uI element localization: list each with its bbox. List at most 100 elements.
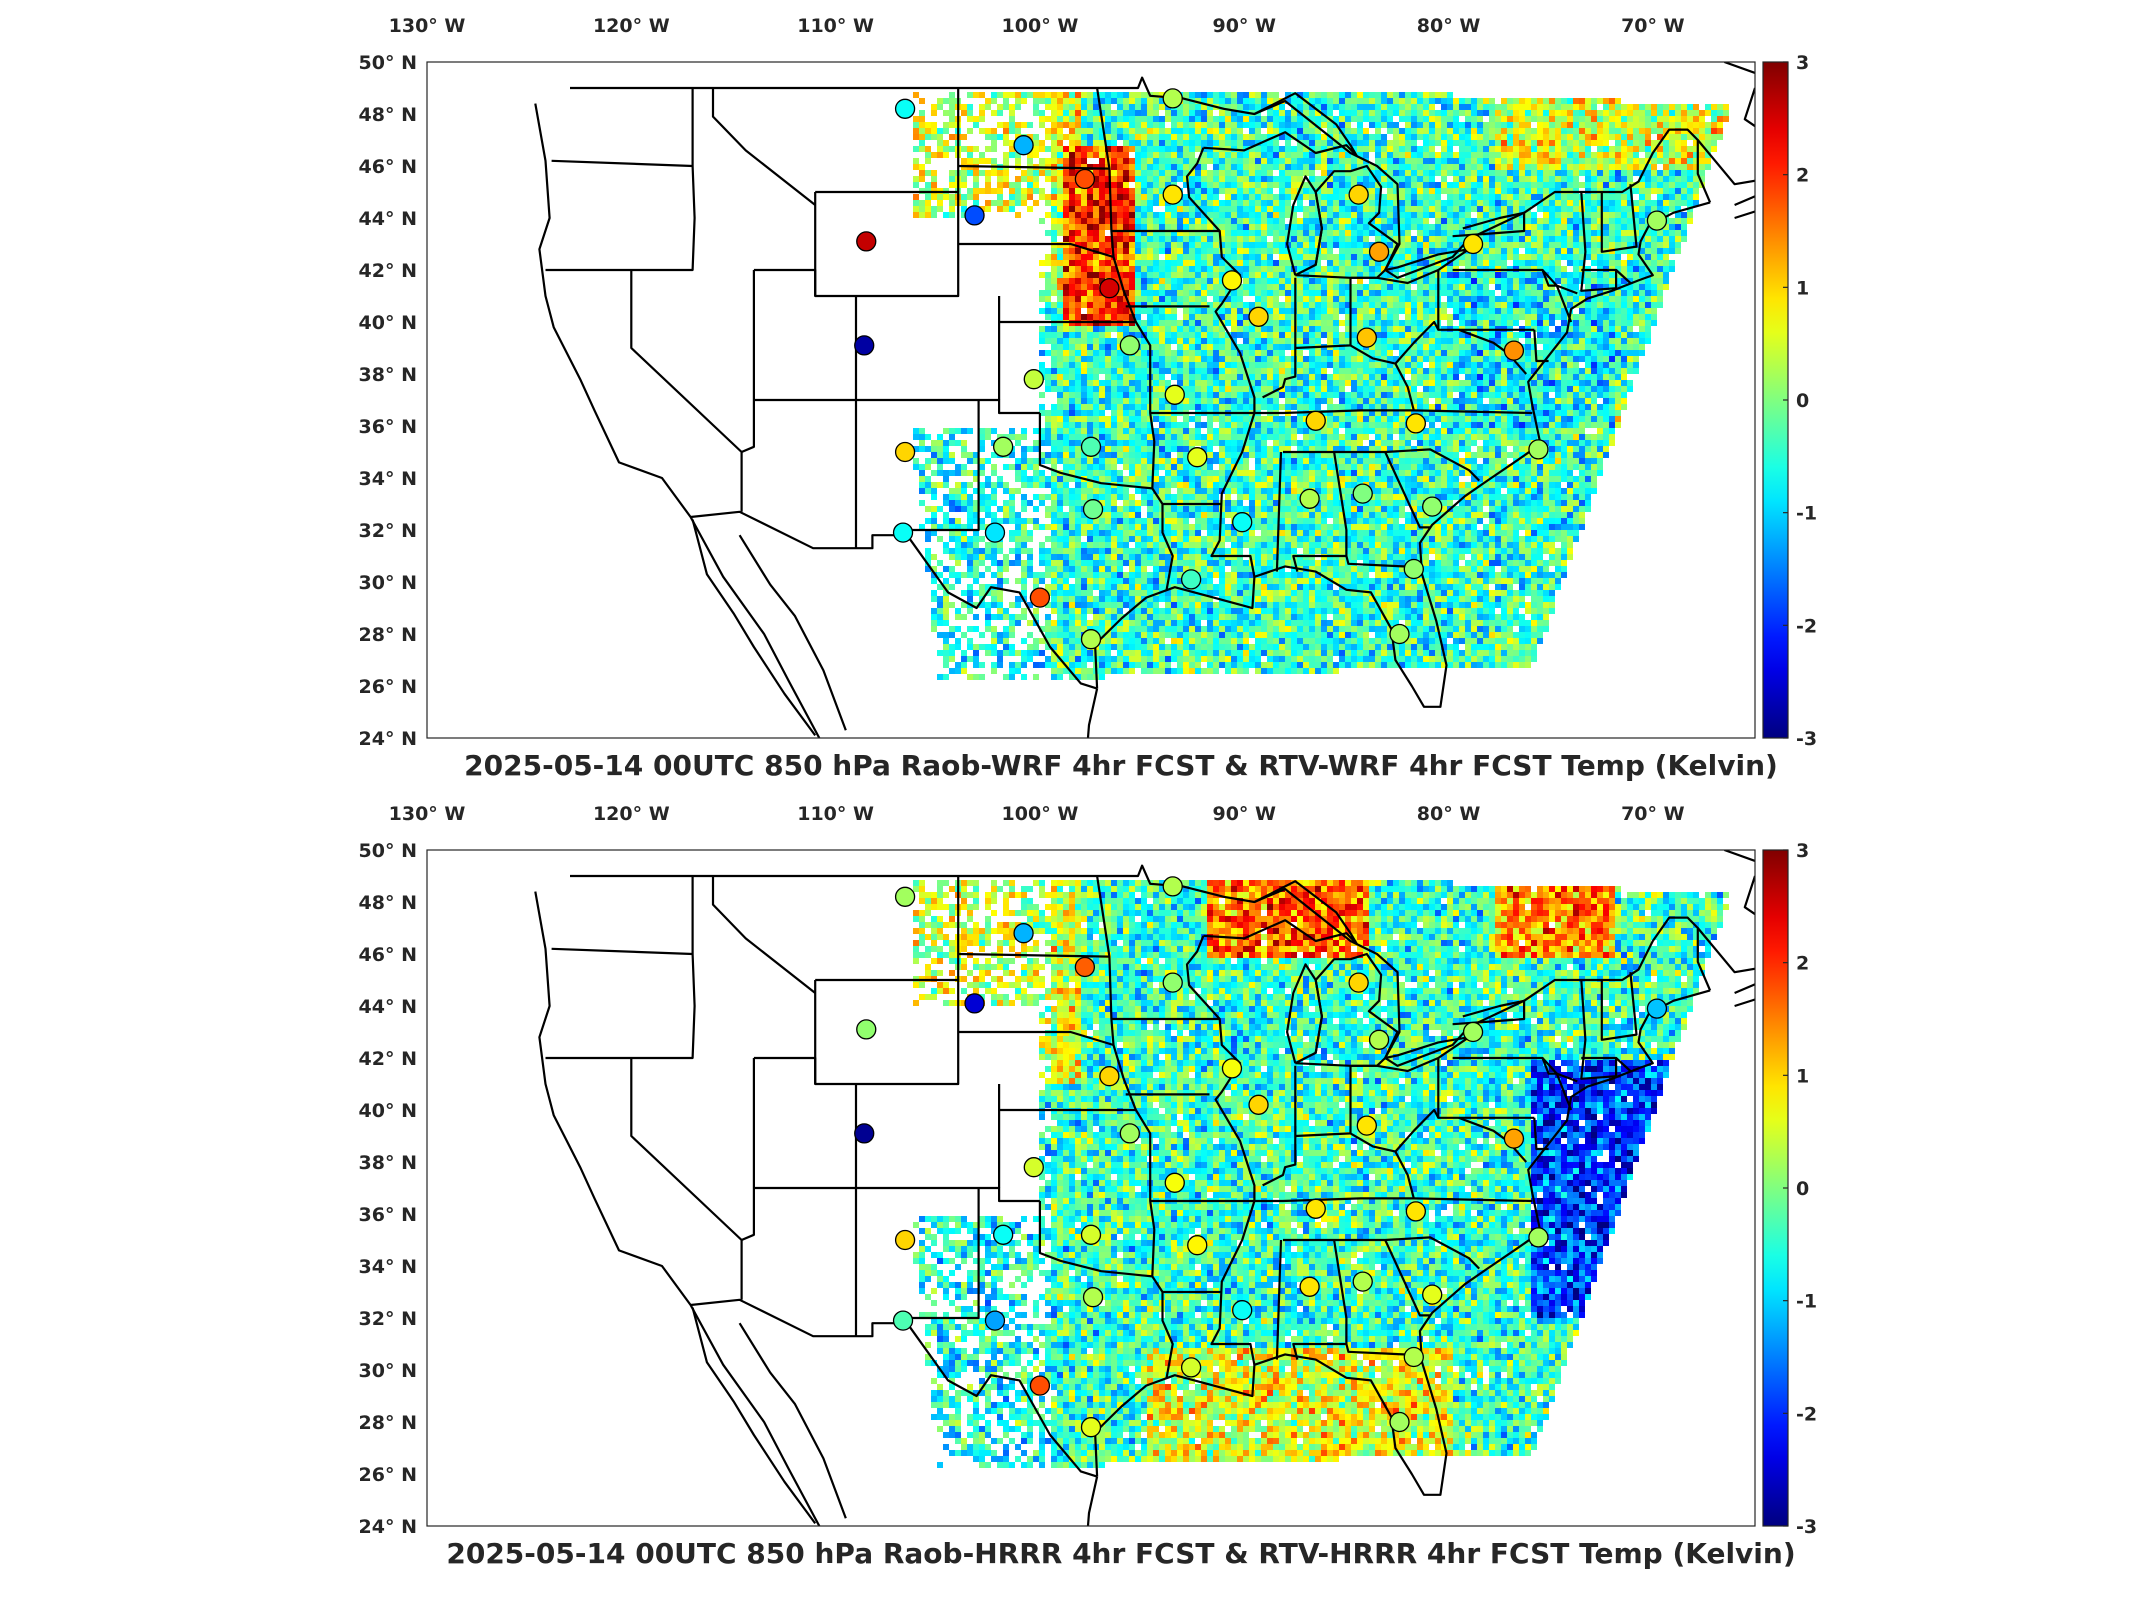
- field-cell: [1273, 236, 1279, 242]
- field-cell: [1135, 326, 1141, 332]
- field-cell: [1165, 272, 1171, 278]
- field-cell: [1111, 110, 1117, 116]
- field-cell: [1165, 368, 1171, 374]
- field-cell: [1087, 356, 1093, 362]
- field-cell: [1027, 554, 1033, 560]
- field-cell: [1009, 512, 1015, 518]
- field-cell: [1045, 374, 1051, 380]
- field-cell: [1171, 272, 1177, 278]
- field-cell: [1129, 416, 1135, 422]
- field-cell: [955, 518, 961, 524]
- field-cell: [1099, 644, 1105, 650]
- field-cell: [1117, 248, 1123, 254]
- field-cell: [1231, 482, 1237, 488]
- field-cell: [1291, 242, 1297, 248]
- field-cell: [1105, 482, 1111, 488]
- field-cell: [1123, 176, 1129, 182]
- field-cell: [1069, 290, 1075, 296]
- field-cell: [1159, 668, 1165, 674]
- field-cell: [949, 488, 955, 494]
- field-cell: [1123, 500, 1129, 506]
- field-cell: [1117, 326, 1123, 332]
- field-cell: [1057, 368, 1063, 374]
- field-cell: [1303, 170, 1309, 176]
- field-cell: [1135, 662, 1141, 668]
- field-cell: [1069, 500, 1075, 506]
- field-cell: [1111, 350, 1117, 356]
- field-cell: [1279, 200, 1285, 206]
- field-cell: [955, 428, 961, 434]
- field-cell: [1069, 362, 1075, 368]
- field-cell: [1195, 140, 1201, 146]
- field-cell: [1249, 284, 1255, 290]
- field-cell: [1279, 464, 1285, 470]
- field-cell: [1099, 98, 1105, 104]
- field-cell: [1063, 236, 1069, 242]
- field-cell: [1297, 518, 1303, 524]
- field-cell: [937, 446, 943, 452]
- field-cell: [967, 152, 973, 158]
- field-cell: [1291, 572, 1297, 578]
- field-cell: [1219, 104, 1225, 110]
- field-cell: [1051, 158, 1057, 164]
- field-cell: [931, 572, 937, 578]
- field-cell: [1081, 254, 1087, 260]
- field-cell: [1207, 338, 1213, 344]
- field-cell: [1147, 128, 1153, 134]
- field-cell: [1057, 290, 1063, 296]
- field-cell: [943, 674, 949, 680]
- field-cell: [913, 200, 919, 206]
- field-cell: [1201, 368, 1207, 374]
- field-cell: [1051, 356, 1057, 362]
- field-cell: [1207, 482, 1213, 488]
- field-cell: [1063, 560, 1069, 566]
- field-cell: [1303, 620, 1309, 626]
- field-cell: [1225, 488, 1231, 494]
- field-cell: [1303, 578, 1309, 584]
- field-cell: [1141, 164, 1147, 170]
- field-cell: [967, 518, 973, 524]
- field-cell: [1195, 632, 1201, 638]
- field-cell: [1213, 338, 1219, 344]
- field-cell: [1231, 224, 1237, 230]
- field-cell: [1015, 182, 1021, 188]
- field-cell: [1141, 326, 1147, 332]
- field-cell: [955, 488, 961, 494]
- field-cell: [1183, 248, 1189, 254]
- field-cell: [1225, 224, 1231, 230]
- field-cell: [1141, 368, 1147, 374]
- field-cell: [1081, 260, 1087, 266]
- field-cell: [1279, 176, 1285, 182]
- field-cell: [1183, 416, 1189, 422]
- field-cell: [1075, 506, 1081, 512]
- field-cell: [1201, 308, 1207, 314]
- field-cell: [1249, 548, 1255, 554]
- field-cell: [1003, 626, 1009, 632]
- field-cell: [937, 560, 943, 566]
- field-cell: [1279, 542, 1285, 548]
- field-cell: [1063, 134, 1069, 140]
- field-cell: [997, 614, 1003, 620]
- field-cell: [1015, 122, 1021, 128]
- field-cell: [925, 212, 931, 218]
- field-cell: [985, 626, 991, 632]
- field-cell: [1225, 164, 1231, 170]
- field-cell: [1063, 338, 1069, 344]
- field-cell: [985, 158, 991, 164]
- field-cell: [1237, 500, 1243, 506]
- field-cell: [1237, 212, 1243, 218]
- field-cell: [1069, 398, 1075, 404]
- field-cell: [1111, 506, 1117, 512]
- field-cell: [967, 494, 973, 500]
- field-cell: [1093, 338, 1099, 344]
- field-cell: [1135, 194, 1141, 200]
- field-cell: [1009, 620, 1015, 626]
- field-cell: [1045, 278, 1051, 284]
- field-cell: [1051, 548, 1057, 554]
- field-cell: [1213, 128, 1219, 134]
- field-cell: [1153, 530, 1159, 536]
- field-cell: [1279, 134, 1285, 140]
- field-cell: [1171, 158, 1177, 164]
- field-cell: [1123, 578, 1129, 584]
- field-cell: [1105, 476, 1111, 482]
